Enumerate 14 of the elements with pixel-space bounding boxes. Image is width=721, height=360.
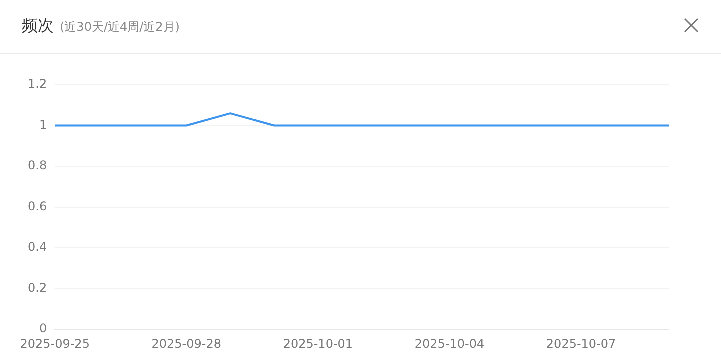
chart-subtitle: (近30天/近4周/近2月) (60, 20, 180, 34)
y-tick-label: 1 (39, 118, 48, 132)
x-tick-label: 2025-10-07 (546, 336, 616, 351)
x-tick-label: 2025-10-04 (414, 336, 485, 351)
x-tick-label: 2025-09-25 (20, 336, 90, 351)
y-tick-label: 0.2 (28, 280, 48, 295)
y-tick-label: 0 (39, 322, 48, 336)
x-tick-label: 2025-10-01 (283, 336, 354, 351)
y-tick-label: 0.6 (28, 199, 48, 214)
x-tick-label: 2025-09-28 (152, 336, 222, 351)
chart-title: 频次 (22, 16, 54, 35)
y-tick-label: 0.4 (28, 240, 48, 254)
y-tick-label: 0.8 (28, 158, 48, 173)
y-tick-label: 1.2 (28, 77, 48, 92)
